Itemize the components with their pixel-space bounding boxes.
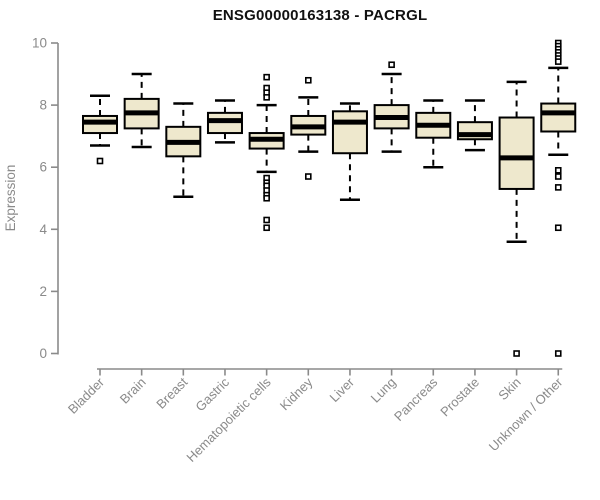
box-pancreas bbox=[415, 99, 452, 169]
x-tick-label: Bladder bbox=[65, 374, 108, 417]
x-tick-label: Lung bbox=[368, 375, 399, 406]
x-tick-label: Prostate bbox=[437, 375, 482, 420]
outlier-point bbox=[554, 173, 562, 180]
box-prostate bbox=[456, 99, 493, 152]
box-gastric bbox=[206, 99, 243, 144]
outlier-point bbox=[263, 224, 270, 232]
y-tick-label: 8 bbox=[39, 98, 47, 113]
x-tick-label: Skin bbox=[495, 375, 523, 403]
box-unknown-other bbox=[540, 39, 577, 357]
x-tick-label: Liver bbox=[327, 374, 358, 405]
outlier-point bbox=[554, 224, 562, 232]
x-tick-label: Gastric bbox=[192, 374, 232, 414]
outlier-point bbox=[304, 173, 312, 180]
outlier-point bbox=[96, 157, 104, 165]
box-lung bbox=[373, 61, 410, 153]
outlier-point bbox=[554, 350, 562, 357]
box-breast bbox=[165, 102, 202, 198]
x-tick-label: Brain bbox=[117, 375, 149, 407]
x-tick-label: Unknown / Other bbox=[486, 374, 566, 454]
outlier-point bbox=[263, 94, 270, 101]
y-tick-label: 4 bbox=[39, 222, 47, 237]
outlier-point bbox=[554, 167, 562, 174]
y-axis-label: Expression bbox=[3, 165, 18, 232]
box-skin bbox=[498, 80, 535, 357]
box-kidney bbox=[290, 76, 327, 180]
y-tick-label: 2 bbox=[39, 284, 47, 299]
box-hematopoietic-cells bbox=[248, 73, 285, 232]
outlier-point bbox=[388, 61, 395, 69]
box-liver bbox=[331, 102, 368, 202]
box-bladder bbox=[82, 94, 118, 165]
outlier-point bbox=[554, 58, 562, 65]
box-brain bbox=[123, 72, 160, 149]
outlier-point bbox=[304, 76, 312, 84]
y-tick-label: 0 bbox=[39, 346, 47, 361]
x-tick-label: Kidney bbox=[277, 374, 316, 413]
outlier-point bbox=[263, 194, 270, 202]
outlier-point bbox=[513, 350, 520, 357]
chart-title: ENSG00000163138 - PACRGL bbox=[212, 7, 428, 24]
y-tick-label: 10 bbox=[32, 36, 47, 51]
outlier-point bbox=[263, 73, 270, 81]
x-tick-label: Pancreas bbox=[391, 374, 441, 424]
outlier-point bbox=[554, 184, 562, 191]
outlier-point bbox=[263, 216, 270, 224]
box-group bbox=[82, 39, 577, 357]
y-tick-label: 6 bbox=[39, 160, 47, 175]
x-tick-label: Breast bbox=[153, 374, 190, 411]
